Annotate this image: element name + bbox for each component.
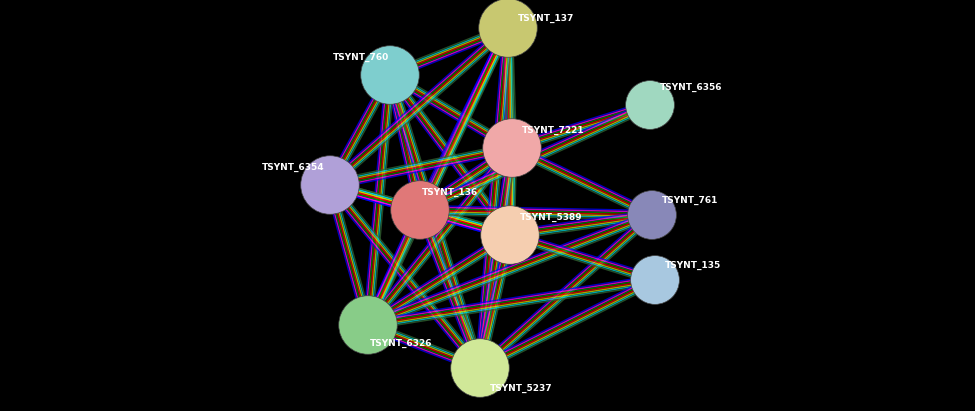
Circle shape [631,256,680,305]
Text: TSYNT_135: TSYNT_135 [665,261,722,270]
Text: TSYNT_137: TSYNT_137 [518,14,574,23]
Circle shape [300,156,359,214]
Circle shape [626,81,675,129]
Text: TSYNT_7221: TSYNT_7221 [522,125,585,134]
Text: TSYNT_6356: TSYNT_6356 [660,83,722,92]
Circle shape [338,296,397,354]
Text: TSYNT_5237: TSYNT_5237 [490,383,553,393]
Text: TSYNT_5389: TSYNT_5389 [520,212,583,222]
Text: TSYNT_136: TSYNT_136 [422,187,479,196]
Circle shape [450,339,509,397]
Circle shape [361,46,419,104]
Circle shape [479,0,537,57]
Circle shape [481,206,539,264]
Circle shape [483,119,541,177]
Text: TSYNT_6326: TSYNT_6326 [370,338,433,348]
Text: TSYNT_761: TSYNT_761 [662,195,719,205]
Text: TSYNT_6354: TSYNT_6354 [262,162,325,171]
Text: TSYNT_760: TSYNT_760 [332,53,389,62]
Circle shape [391,181,449,239]
Circle shape [628,191,677,239]
